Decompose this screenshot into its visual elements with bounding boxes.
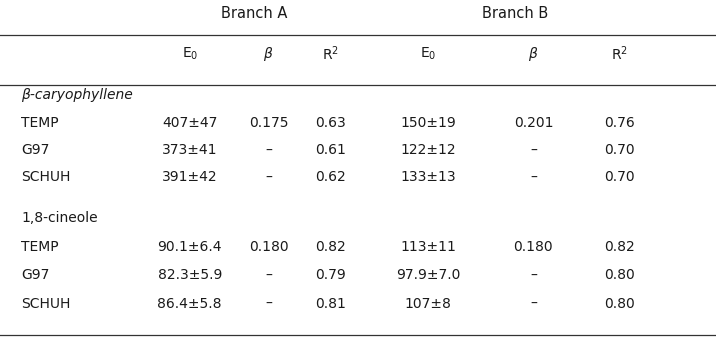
Text: Branch A: Branch A bbox=[221, 6, 287, 21]
Text: –: – bbox=[530, 143, 537, 158]
Text: TEMP: TEMP bbox=[21, 240, 59, 254]
Text: TEMP: TEMP bbox=[21, 116, 59, 130]
Text: 97.9±7.0: 97.9±7.0 bbox=[396, 268, 460, 283]
Text: SCHUH: SCHUH bbox=[21, 297, 71, 311]
Text: 0.80: 0.80 bbox=[604, 268, 634, 283]
Text: 150±19: 150±19 bbox=[400, 116, 456, 130]
Text: 0.201: 0.201 bbox=[513, 116, 553, 130]
Text: 0.180: 0.180 bbox=[513, 240, 553, 254]
Text: 86.4±5.8: 86.4±5.8 bbox=[158, 297, 222, 311]
Text: 122±12: 122±12 bbox=[400, 143, 456, 158]
Text: 0.82: 0.82 bbox=[316, 240, 346, 254]
Text: 407±47: 407±47 bbox=[162, 116, 218, 130]
Text: 113±11: 113±11 bbox=[400, 240, 456, 254]
Text: Branch B: Branch B bbox=[483, 6, 548, 21]
Text: G97: G97 bbox=[21, 143, 50, 158]
Text: 133±13: 133±13 bbox=[400, 170, 456, 185]
Text: 1,8-cineole: 1,8-cineole bbox=[21, 211, 98, 225]
Text: E$_0$: E$_0$ bbox=[420, 46, 436, 62]
Text: 0.70: 0.70 bbox=[604, 143, 634, 158]
Text: 0.82: 0.82 bbox=[604, 240, 634, 254]
Text: E$_0$: E$_0$ bbox=[182, 46, 198, 62]
Text: 107±8: 107±8 bbox=[405, 297, 452, 311]
Text: 0.80: 0.80 bbox=[604, 297, 634, 311]
Text: $\beta$: $\beta$ bbox=[263, 45, 274, 63]
Text: 373±41: 373±41 bbox=[162, 143, 218, 158]
Text: $\beta$: $\beta$ bbox=[528, 45, 538, 63]
Text: 82.3±5.9: 82.3±5.9 bbox=[158, 268, 222, 283]
Text: 0.63: 0.63 bbox=[316, 116, 346, 130]
Text: SCHUH: SCHUH bbox=[21, 170, 71, 185]
Text: 0.61: 0.61 bbox=[315, 143, 347, 158]
Text: 0.70: 0.70 bbox=[604, 170, 634, 185]
Text: 0.79: 0.79 bbox=[316, 268, 346, 283]
Text: 0.180: 0.180 bbox=[248, 240, 289, 254]
Text: R$^2$: R$^2$ bbox=[322, 45, 339, 64]
Text: 90.1±6.4: 90.1±6.4 bbox=[158, 240, 222, 254]
Text: –: – bbox=[530, 297, 537, 311]
Text: –: – bbox=[265, 268, 272, 283]
Text: G97: G97 bbox=[21, 268, 50, 283]
Text: 0.62: 0.62 bbox=[316, 170, 346, 185]
Text: –: – bbox=[530, 268, 537, 283]
Text: R$^2$: R$^2$ bbox=[611, 45, 628, 64]
Text: 0.81: 0.81 bbox=[315, 297, 347, 311]
Text: 0.76: 0.76 bbox=[604, 116, 634, 130]
Text: –: – bbox=[530, 170, 537, 185]
Text: β-caryophyllene: β-caryophyllene bbox=[21, 88, 133, 102]
Text: –: – bbox=[265, 297, 272, 311]
Text: 391±42: 391±42 bbox=[162, 170, 218, 185]
Text: –: – bbox=[265, 143, 272, 158]
Text: –: – bbox=[265, 170, 272, 185]
Text: 0.175: 0.175 bbox=[248, 116, 289, 130]
